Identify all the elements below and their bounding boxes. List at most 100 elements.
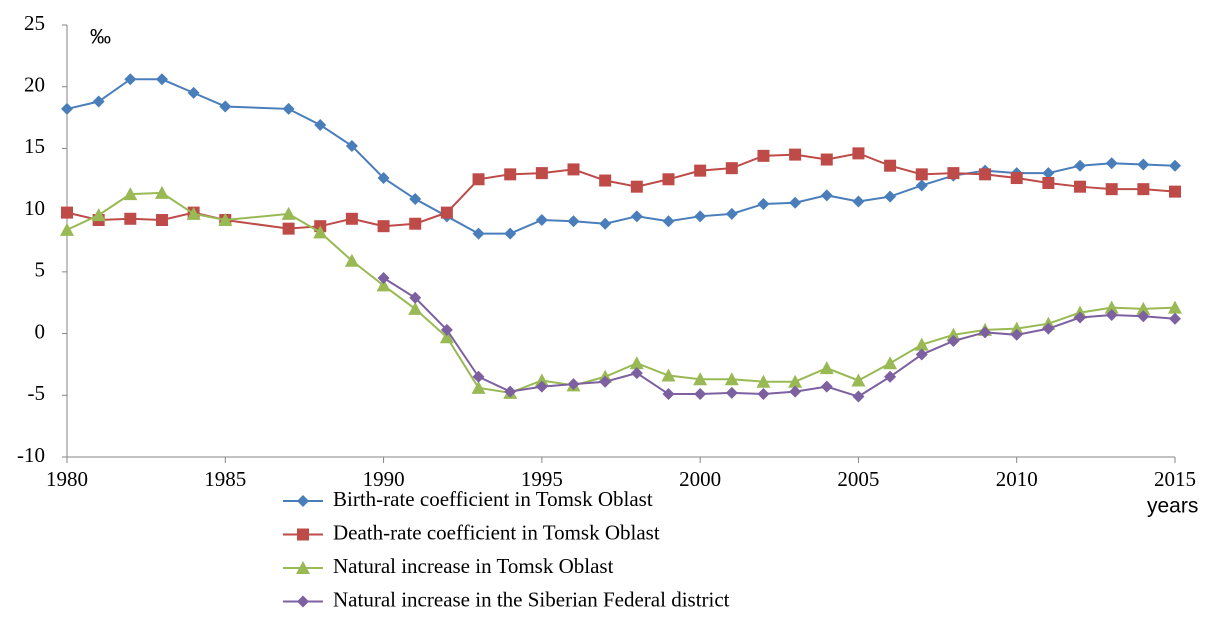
marker xyxy=(852,390,865,403)
marker xyxy=(472,173,485,186)
marker xyxy=(693,372,708,386)
marker xyxy=(947,167,960,180)
marker xyxy=(409,291,422,304)
x-tick-label: 2015 xyxy=(1154,467,1196,491)
marker xyxy=(1042,167,1055,180)
marker xyxy=(472,370,485,383)
series-line xyxy=(66,191,1176,394)
marker xyxy=(535,167,548,180)
marker xyxy=(154,185,169,199)
legend-label: Natural increase in the Siberian Federal… xyxy=(333,587,730,611)
marker xyxy=(1105,157,1118,170)
marker xyxy=(757,149,770,162)
x-tick-label: 2010 xyxy=(996,467,1038,491)
marker xyxy=(630,180,643,193)
marker xyxy=(820,153,833,166)
marker xyxy=(757,197,770,210)
y-tick-label: 25 xyxy=(24,11,45,35)
x-tick-label: 2005 xyxy=(837,467,879,491)
legend-label: Natural increase in Tomsk Oblast xyxy=(333,554,614,578)
marker xyxy=(884,159,897,172)
y-tick-label: 5 xyxy=(35,258,46,282)
marker xyxy=(852,147,865,160)
marker xyxy=(851,373,866,387)
marker xyxy=(219,100,232,113)
marker xyxy=(979,168,992,181)
marker xyxy=(1009,321,1024,335)
legend-label: Birth-rate coefficient in Tomsk Oblast xyxy=(333,487,653,511)
y-tick-label: 15 xyxy=(24,134,45,158)
x-tick-label: 2000 xyxy=(679,467,721,491)
marker xyxy=(60,222,74,236)
marker xyxy=(218,213,233,227)
marker xyxy=(61,102,73,115)
marker xyxy=(1105,183,1118,196)
marker xyxy=(1137,183,1150,196)
marker xyxy=(534,373,549,387)
marker xyxy=(1104,300,1119,314)
y-tick-label: 0 xyxy=(35,319,46,343)
x-axis-label: years xyxy=(1147,495,1198,518)
marker xyxy=(819,361,834,375)
marker xyxy=(504,227,517,240)
marker xyxy=(820,380,833,393)
marker xyxy=(377,172,390,185)
marker xyxy=(567,378,580,391)
marker xyxy=(504,385,517,398)
y-tick-label: 20 xyxy=(24,73,45,97)
y-tick-label: 10 xyxy=(24,196,45,220)
marker xyxy=(1136,301,1151,315)
marker xyxy=(789,196,802,209)
marker xyxy=(472,227,485,240)
marker xyxy=(852,195,865,208)
marker xyxy=(914,337,929,351)
x-tick-label: 1990 xyxy=(363,467,405,491)
marker xyxy=(1042,322,1055,335)
marker xyxy=(1074,180,1087,193)
marker xyxy=(439,330,454,344)
marker xyxy=(409,193,422,206)
marker xyxy=(662,173,675,186)
marker xyxy=(377,220,390,233)
marker xyxy=(630,210,643,223)
marker xyxy=(599,217,612,230)
marker xyxy=(947,334,960,347)
marker xyxy=(883,356,898,370)
marker xyxy=(345,212,358,225)
marker xyxy=(186,206,201,220)
marker xyxy=(979,326,992,339)
marker xyxy=(915,348,928,361)
marker xyxy=(629,356,644,370)
marker xyxy=(567,163,580,176)
x-tick-label: 1985 xyxy=(204,467,246,491)
marker xyxy=(788,374,803,388)
marker xyxy=(1105,309,1118,322)
legend-marker xyxy=(297,495,309,507)
marker xyxy=(281,206,296,220)
marker xyxy=(314,118,327,131)
marker xyxy=(725,207,738,220)
x-tick-label: 1980 xyxy=(46,467,88,491)
marker xyxy=(123,187,138,201)
marker xyxy=(504,168,517,181)
marker xyxy=(630,367,643,380)
marker xyxy=(377,272,390,285)
marker xyxy=(471,380,486,394)
marker xyxy=(1169,159,1181,172)
marker xyxy=(820,189,833,202)
marker xyxy=(662,215,675,228)
marker xyxy=(1169,312,1181,325)
marker xyxy=(661,368,676,382)
marker xyxy=(1168,300,1182,314)
marker xyxy=(599,174,612,187)
marker xyxy=(694,164,707,177)
legend-marker xyxy=(297,528,309,541)
series-line xyxy=(66,152,1176,230)
marker xyxy=(344,253,359,267)
legend-marker xyxy=(296,561,310,574)
marker xyxy=(61,206,73,219)
marker xyxy=(155,214,168,227)
marker xyxy=(662,388,675,401)
marker xyxy=(535,214,548,227)
